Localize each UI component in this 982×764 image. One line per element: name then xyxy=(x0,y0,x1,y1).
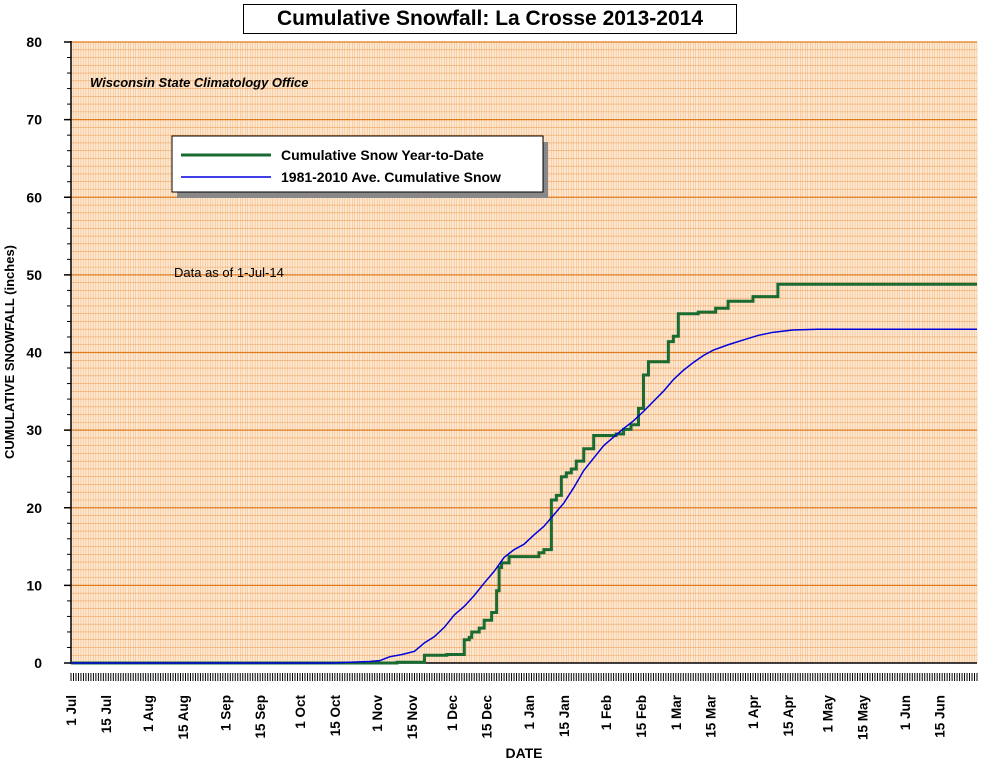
x-tick-label: 1 May xyxy=(821,695,836,733)
axes: 0 10 20 30 40 50 60 70 80 1 Jul 15 Jul 1 Aug 15 Aug 1… xyxy=(26,34,978,741)
x-tick-label: 15 Apr xyxy=(781,694,796,736)
chart-title: Cumulative Snowfall: La Crosse 2013-2014 xyxy=(243,4,737,34)
legend-label-year-to-date: Cumulative Snow Year-to-Date xyxy=(281,147,484,163)
x-tick-label: 15 Feb xyxy=(634,695,649,738)
x-tick-label: 1 Feb xyxy=(599,695,614,730)
x-tick-label: 15 Oct xyxy=(328,695,343,737)
x-tick-label: 15 Sep xyxy=(253,695,268,739)
legend: Cumulative Snow Year-to-Date 1981-2010 A… xyxy=(171,135,548,198)
x-tick-label: 1 Jun xyxy=(898,695,913,730)
x-tick-label: 15 May xyxy=(856,695,871,741)
x-axis-label: DATE xyxy=(505,745,542,761)
x-tick-label: 1 Nov xyxy=(370,695,385,732)
grid-lines xyxy=(71,41,978,663)
x-tick-label: 1 Apr xyxy=(746,694,761,729)
series-lines xyxy=(71,282,977,665)
x-tick-label: 15 Nov xyxy=(405,695,420,740)
legend-box xyxy=(171,135,544,193)
y-axis-label: CUMULATIVE SNOWFALL (inches) xyxy=(2,245,17,459)
y-tick-label: 60 xyxy=(26,189,42,205)
x-tick-label: 1 Aug xyxy=(141,695,156,732)
series-year-to-date-line xyxy=(71,282,977,665)
x-tick-label: 1 Dec xyxy=(445,695,460,732)
x-tick-label: 15 Aug xyxy=(176,695,191,740)
y-tick-label: 80 xyxy=(26,34,42,50)
y-tick-label: 0 xyxy=(34,655,42,671)
x-tick-label: 15 Jun xyxy=(933,695,948,738)
x-tick-label: 1 Sep xyxy=(218,695,233,731)
series-average-line xyxy=(71,328,977,664)
x-tick-label: 1 Jan xyxy=(522,695,537,730)
x-tick-label: 15 Jan xyxy=(557,695,572,737)
x-tick-label: 1 Oct xyxy=(293,694,308,728)
y-tick-label: 40 xyxy=(26,345,42,361)
legend-label-average: 1981-2010 Ave. Cumulative Snow xyxy=(281,169,501,185)
subtitle-text: Wisconsin State Climatology Office xyxy=(90,75,309,90)
y-tick-label: 10 xyxy=(26,577,42,593)
y-tick-label: 70 xyxy=(26,112,42,128)
x-tick-label: 15 Dec xyxy=(480,695,495,739)
x-tick-label: 15 Mar xyxy=(704,694,719,738)
y-tick-label: 50 xyxy=(26,267,42,283)
data-date-annotation: Data as of 1-Jul-14 xyxy=(174,265,284,280)
x-tick-label: 1 Mar xyxy=(669,694,684,730)
x-tick-label: 15 Jul xyxy=(99,695,114,733)
y-tick-label: 30 xyxy=(26,422,42,438)
y-tick-label: 20 xyxy=(26,500,42,516)
x-tick-label: 1 Jul xyxy=(64,695,79,726)
